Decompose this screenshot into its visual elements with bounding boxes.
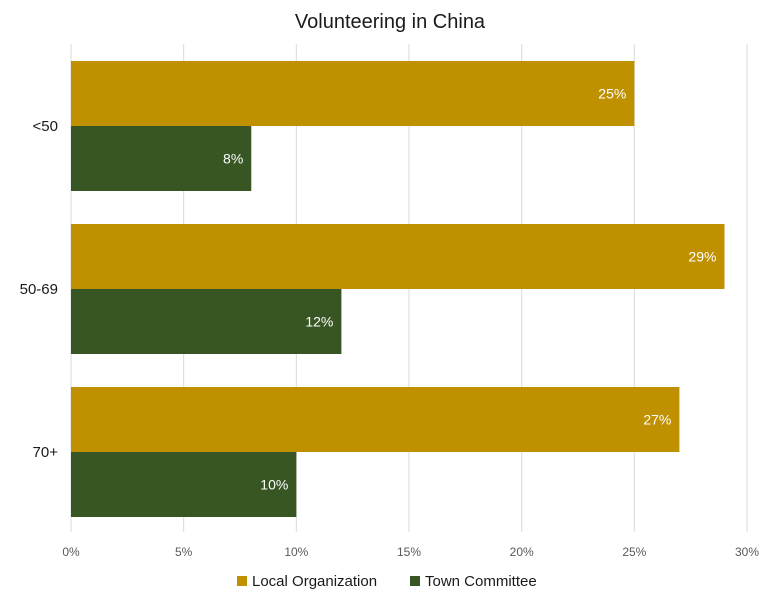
x-tick-label: 20% (510, 545, 534, 559)
legend-swatch (237, 576, 247, 586)
x-axis-ticks: 0% 5% 10% 15% 20% 25% 30% (62, 545, 759, 559)
bar (71, 61, 635, 126)
data-label: 27% (643, 412, 671, 428)
legend-label: Local Organization (252, 573, 377, 590)
bars: 25% 8% 29% 12% 27% 10% (71, 61, 725, 517)
chart-title: Volunteering in China (295, 11, 486, 33)
data-label: 29% (688, 249, 716, 265)
bar (71, 387, 680, 452)
category-label: 70+ (33, 444, 59, 461)
data-label: 8% (223, 151, 243, 167)
category-labels: <50 50-69 70+ (20, 118, 59, 461)
legend-label: Town Committee (425, 573, 537, 590)
x-tick-label: 10% (284, 545, 308, 559)
bar (71, 126, 252, 191)
legend: Local Organization Town Committee (237, 573, 537, 590)
x-tick-label: 0% (62, 545, 80, 559)
x-tick-label: 5% (175, 545, 193, 559)
bar (71, 452, 297, 517)
x-tick-label: 25% (622, 545, 646, 559)
bar (71, 224, 725, 289)
x-tick-label: 30% (735, 545, 759, 559)
data-label: 10% (260, 477, 288, 493)
category-label: 50-69 (20, 281, 58, 298)
data-label: 12% (305, 314, 333, 330)
legend-swatch (410, 576, 420, 586)
data-label: 25% (598, 86, 626, 102)
category-label: <50 (33, 118, 58, 135)
x-tick-label: 15% (397, 545, 421, 559)
bar (71, 289, 342, 354)
